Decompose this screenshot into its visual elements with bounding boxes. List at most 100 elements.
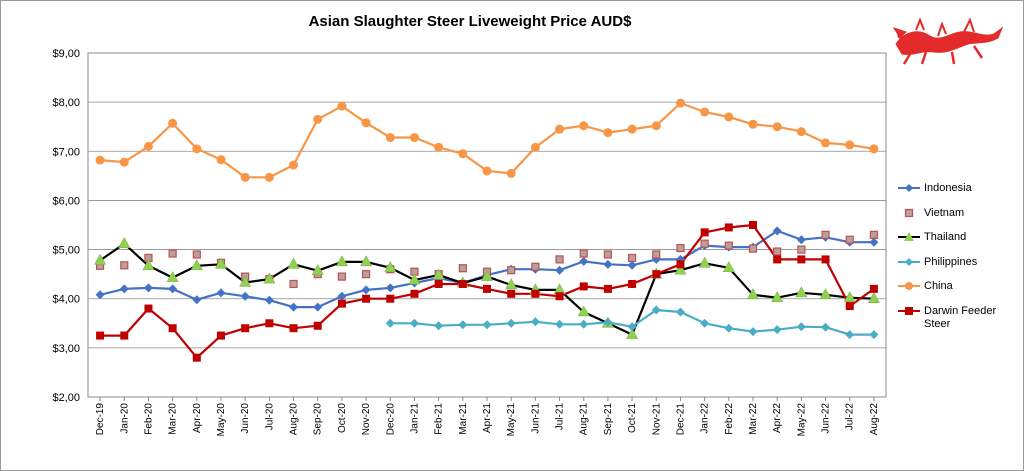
philippines-point [869, 330, 879, 340]
china-line [100, 102, 875, 179]
darwin-feeder-steer-point [362, 294, 371, 303]
darwin-feeder-steer-point [700, 228, 709, 237]
china-point [845, 140, 855, 150]
x-tick-label: Jan-21 [409, 403, 420, 434]
thailand-point [335, 255, 348, 267]
vietnam-point [748, 244, 758, 253]
vietnam-point [337, 272, 347, 281]
indonesia-point [313, 302, 323, 312]
x-tick-label: Dec-21 [675, 403, 686, 436]
china-point [796, 127, 806, 137]
china-point [506, 168, 516, 178]
philippines-point [530, 317, 540, 327]
philippines-point [555, 319, 565, 329]
x-tick-label: Jun-22 [821, 403, 832, 434]
darwin-feeder-steer-point [313, 321, 322, 330]
thailand-point [746, 288, 760, 300]
thailand-point [843, 291, 856, 303]
vietnam-point [531, 262, 540, 271]
legend-swatch [898, 282, 920, 290]
thailand-point [819, 288, 832, 300]
x-tick-label: Feb-22 [724, 403, 735, 435]
china-point [361, 118, 371, 128]
y-tick-label: $5,00 [52, 245, 80, 257]
y-tick-label: $3,00 [52, 343, 80, 355]
darwin-feeder-steer-point [410, 289, 419, 298]
x-tick-label: Jul-21 [555, 403, 566, 431]
china-point [434, 142, 444, 152]
darwin-feeder-steer-point [773, 255, 782, 264]
indonesia-point [289, 302, 299, 312]
china-point [289, 160, 299, 170]
philippines-point [724, 323, 734, 333]
thailand-point [190, 259, 203, 271]
dragon-logo [890, 14, 1008, 66]
legend-item-vietnam: Vietnam [898, 205, 1020, 230]
philippines-point [700, 318, 710, 328]
vietnam-point [821, 230, 830, 239]
china-point [192, 144, 202, 154]
vietnam-point [603, 250, 613, 259]
philippines-point [748, 327, 758, 337]
philippines-point [579, 319, 589, 329]
y-tick-label: $6,00 [52, 195, 80, 207]
vietnam-point [555, 255, 564, 264]
darwin-feeder-steer-point [676, 260, 685, 269]
darwin-feeder-steer-point [144, 304, 153, 313]
indonesia-point [264, 295, 274, 305]
thailand-point [674, 263, 687, 275]
y-tick-label: $8,00 [52, 97, 80, 109]
dragon-icon [892, 17, 1004, 65]
darwin-feeder-steer-point [168, 324, 177, 333]
vietnam-point [120, 261, 129, 270]
legend-label: Indonesia [924, 182, 972, 194]
x-tick-label: Apr-21 [482, 403, 493, 433]
philippines-point [458, 320, 468, 330]
darwin-feeder-steer-point [628, 279, 637, 288]
darwin-feeder-steer-point [120, 331, 129, 340]
china-point [603, 128, 613, 138]
x-tick-label: Jun-20 [240, 403, 251, 434]
legend-label: Philippines [924, 255, 978, 268]
x-tick-label: Mar-22 [748, 403, 759, 435]
philippines-point [821, 322, 831, 332]
darwin-feeder-steer-point [797, 255, 806, 264]
legend-item-indonesia: Indonesia [898, 180, 1020, 205]
x-tick-label: Dec-19 [95, 403, 106, 436]
china-point [821, 138, 831, 148]
legend-item-thailand: Thailand [898, 229, 1020, 254]
china-point [143, 141, 153, 151]
legend-swatch [904, 208, 914, 217]
thailand-point [311, 264, 324, 276]
vietnam-point [652, 250, 661, 259]
china-point [264, 172, 274, 182]
thailand-point [384, 261, 397, 273]
vietnam-point [773, 247, 782, 256]
china-point [482, 166, 492, 176]
vietnam-point [579, 249, 588, 258]
indonesia-point [361, 285, 371, 295]
thailand-point [867, 292, 880, 304]
philippines-point [603, 317, 613, 327]
china-point [119, 157, 129, 167]
x-tick-label: Nov-20 [361, 403, 372, 436]
x-tick-label: Sep-21 [603, 403, 614, 436]
thailand-point [698, 256, 711, 268]
darwin-feeder-steer-point [869, 284, 878, 293]
x-tick-label: Jan-20 [119, 403, 130, 434]
legend-item-philippines: Philippines [898, 254, 1020, 279]
vietnam-point [458, 264, 467, 273]
indonesia-point [555, 265, 565, 275]
indonesia-point [240, 291, 250, 301]
china-point [627, 124, 637, 134]
philippines-point [796, 322, 806, 332]
thailand-point [771, 291, 784, 303]
legend-label: Darwin Feeder Steer [924, 304, 997, 330]
philippines-point [409, 318, 419, 328]
x-tick-label: May-22 [796, 403, 807, 437]
darwin-feeder-steer-point [555, 292, 564, 301]
indonesia-point [168, 284, 178, 294]
china-point [168, 118, 178, 128]
vietnam-point [289, 279, 298, 289]
